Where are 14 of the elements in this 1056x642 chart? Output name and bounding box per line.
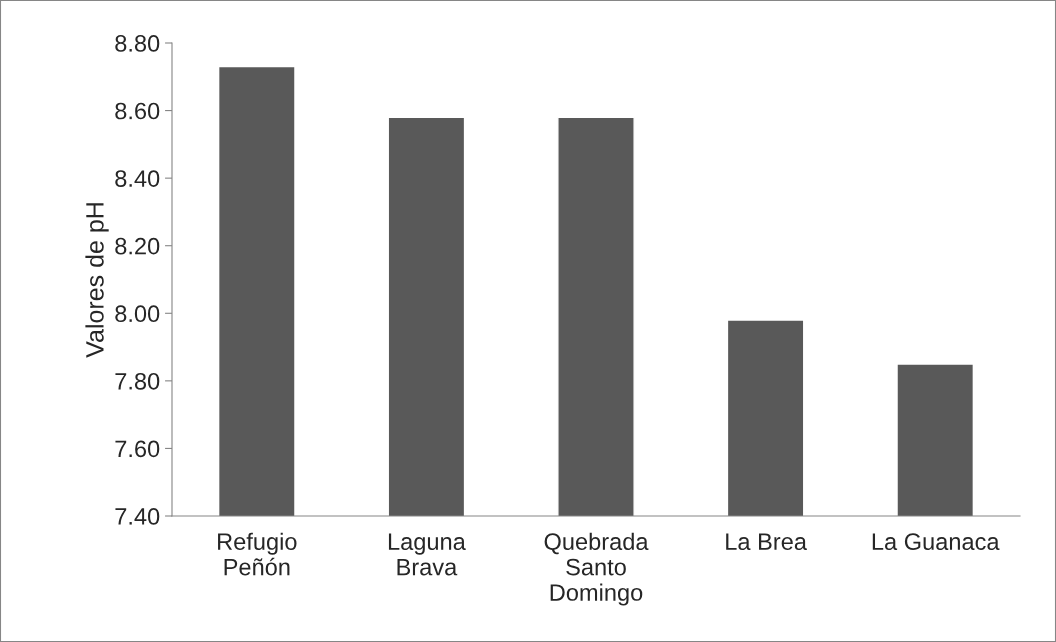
- x-tick-label: Quebrada Santo Domingo: [544, 532, 649, 606]
- y-tick-label: 7.40: [115, 508, 160, 525]
- y-tick-label: 7.60: [115, 440, 160, 458]
- y-tick-label: 7.80: [115, 372, 160, 390]
- y-axis-title: Valores de pH: [85, 203, 109, 358]
- y-tick-label: 8.20: [115, 237, 160, 255]
- x-tick-label: Refugio Peñón: [218, 532, 297, 576]
- x-tick-label: La Brea: [726, 533, 807, 551]
- x-tick-label: Laguna Brava: [388, 533, 466, 576]
- y-tick-label: 8.40: [115, 170, 160, 187]
- y-tick-label: 8.80: [115, 35, 160, 52]
- y-tick-label: 8.60: [115, 102, 160, 120]
- x-tick-label: La Guanaca: [872, 533, 1000, 551]
- y-tick-label: 8.00: [115, 305, 160, 323]
